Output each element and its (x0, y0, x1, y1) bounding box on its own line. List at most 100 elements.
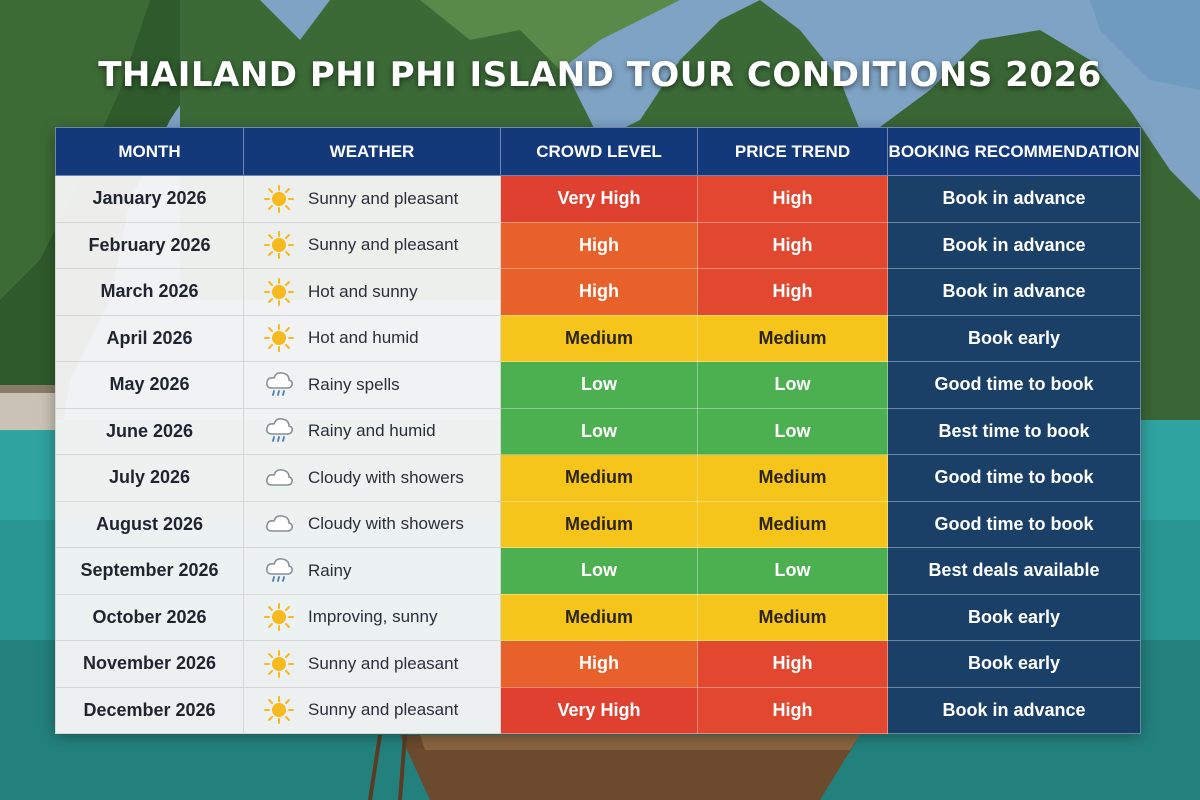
weather-text: Sunny and pleasant (308, 653, 459, 673)
weather-text: Rainy spells (308, 374, 400, 394)
month-cell: September 2026 (55, 547, 244, 595)
sun-icon (264, 184, 294, 213)
month-cell: August 2026 (55, 500, 244, 548)
crowd-level-cell: High (500, 221, 698, 269)
price-trend-cell: Low (697, 361, 888, 409)
booking-recommendation-cell: Book in advance (887, 268, 1141, 316)
table-row: November 2026 Sunny and pleasant High High B… (55, 640, 1141, 688)
sun-icon (264, 324, 294, 353)
weather-cell: Cloudy with showers (243, 454, 501, 502)
booking-recommendation-cell: Good time to book (887, 361, 1141, 409)
weather-cell: Hot and humid (243, 314, 501, 362)
price-trend-cell: High (697, 175, 888, 223)
table-row: July 2026 Cloudy with showers Medium Medium… (55, 454, 1141, 502)
column-header-price-trend: PRICE TREND (697, 127, 888, 176)
table-row: April 2026 Hot and humid Medium Medium Book … (55, 314, 1141, 362)
weather-text: Improving, sunny (308, 607, 438, 627)
conditions-table: MONTH WEATHER CROWD LEVEL PRICE TREND BO… (55, 127, 1141, 734)
table-row: October 2026 Improving, sunny Medium Medium… (55, 593, 1141, 641)
price-trend-cell: Medium (697, 500, 888, 548)
rain-cloud-icon (264, 557, 294, 585)
crowd-level-cell: Very High (500, 686, 698, 734)
crowd-level-cell: High (500, 268, 698, 316)
column-header-weather: WEATHER (243, 127, 501, 176)
month-cell: May 2026 (55, 361, 244, 409)
month-cell: April 2026 (55, 314, 244, 362)
weather-cell: Sunny and pleasant (243, 686, 501, 734)
month-cell: December 2026 (55, 686, 244, 734)
weather-cell: Hot and sunny (243, 268, 501, 316)
sun-icon (264, 696, 294, 725)
booking-recommendation-cell: Best time to book (887, 407, 1141, 455)
table-row: May 2026 Rainy spells Low Low Good time to b… (55, 361, 1141, 409)
price-trend-cell: Medium (697, 314, 888, 362)
table-row: March 2026 Hot and sunny High High Book in a… (55, 268, 1141, 316)
booking-recommendation-cell: Good time to book (887, 454, 1141, 502)
weather-cell: Cloudy with showers (243, 500, 501, 548)
weather-text: Hot and humid (308, 328, 419, 348)
column-header-month: MONTH (55, 127, 244, 176)
table-row: September 2026 Rainy Low Low Best deals avai… (55, 547, 1141, 595)
month-cell: March 2026 (55, 268, 244, 316)
crowd-level-cell: High (500, 640, 698, 688)
booking-recommendation-cell: Book in advance (887, 686, 1141, 734)
crowd-level-cell: Low (500, 361, 698, 409)
weather-text: Cloudy with showers (308, 467, 464, 487)
crowd-level-cell: Medium (500, 500, 698, 548)
price-trend-cell: High (697, 221, 888, 269)
rain-cloud-icon (264, 417, 294, 445)
sun-icon (264, 231, 294, 260)
weather-cell: Rainy spells (243, 361, 501, 409)
weather-cell: Improving, sunny (243, 593, 501, 641)
cloud-icon (264, 510, 294, 538)
month-cell: January 2026 (55, 175, 244, 223)
sun-icon (264, 649, 294, 678)
cloud-icon (264, 464, 294, 492)
price-trend-cell: High (697, 640, 888, 688)
booking-recommendation-cell: Book in advance (887, 175, 1141, 223)
weather-cell: Sunny and pleasant (243, 221, 501, 269)
table-body: January 2026 Sunny and pleasant Very High H… (55, 175, 1141, 734)
table-row: June 2026 Rainy and humid Low Low Best time … (55, 407, 1141, 455)
table-row: December 2026 Sunny and pleasant Very High… (55, 686, 1141, 734)
price-trend-cell: High (697, 268, 888, 316)
weather-text: Rainy and humid (308, 421, 436, 441)
month-cell: February 2026 (55, 221, 244, 269)
crowd-level-cell: Medium (500, 454, 698, 502)
column-header-crowd-level: CROWD LEVEL (500, 127, 698, 176)
weather-cell: Rainy and humid (243, 407, 501, 455)
weather-text: Sunny and pleasant (308, 235, 459, 255)
table-row: January 2026 Sunny and pleasant Very High H… (55, 175, 1141, 223)
weather-text: Cloudy with showers (308, 514, 464, 534)
price-trend-cell: Medium (697, 593, 888, 641)
column-header-booking-recommendation: BOOKING RECOMMENDATION (887, 127, 1141, 176)
weather-cell: Sunny and pleasant (243, 175, 501, 223)
crowd-level-cell: Low (500, 547, 698, 595)
month-cell: July 2026 (55, 454, 244, 502)
month-cell: November 2026 (55, 640, 244, 688)
weather-cell: Sunny and pleasant (243, 640, 501, 688)
weather-text: Hot and sunny (308, 281, 418, 301)
table-header-row: MONTH WEATHER CROWD LEVEL PRICE TREND BO… (55, 127, 1141, 176)
price-trend-cell: High (697, 686, 888, 734)
month-cell: October 2026 (55, 593, 244, 641)
price-trend-cell: Low (697, 547, 888, 595)
crowd-level-cell: Medium (500, 593, 698, 641)
booking-recommendation-cell: Book early (887, 314, 1141, 362)
booking-recommendation-cell: Best deals available (887, 547, 1141, 595)
weather-text: Sunny and pleasant (308, 700, 459, 720)
price-trend-cell: Low (697, 407, 888, 455)
weather-text: Sunny and pleasant (308, 188, 459, 208)
price-trend-cell: Medium (697, 454, 888, 502)
booking-recommendation-cell: Book early (887, 593, 1141, 641)
booking-recommendation-cell: Good time to book (887, 500, 1141, 548)
crowd-level-cell: Medium (500, 314, 698, 362)
page-title: THAILAND PHI PHI ISLAND TOUR CONDITIONS … (98, 55, 1102, 95)
booking-recommendation-cell: Book early (887, 640, 1141, 688)
rain-cloud-icon (264, 371, 294, 399)
weather-text: Rainy (308, 560, 352, 580)
booking-recommendation-cell: Book in advance (887, 221, 1141, 269)
table-row: August 2026 Cloudy with showers Medium Medi… (55, 500, 1141, 548)
table-row: February 2026 Sunny and pleasant High High B… (55, 221, 1141, 269)
